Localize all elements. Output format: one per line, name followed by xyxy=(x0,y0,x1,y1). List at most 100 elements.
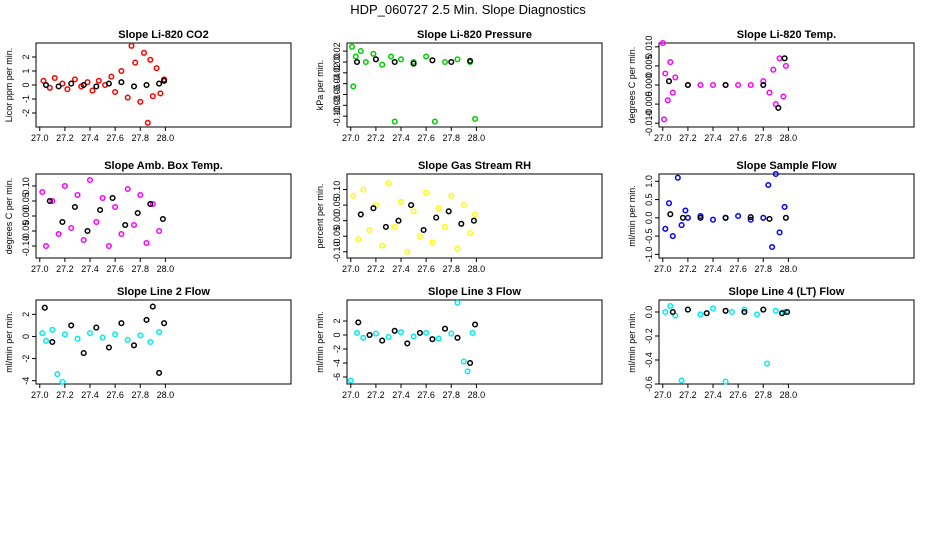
y-tick-label: 0.00 xyxy=(332,212,342,230)
data-point xyxy=(667,59,674,66)
x-tick-label: 27.2 xyxy=(679,390,697,400)
data-point xyxy=(366,226,373,234)
data-point xyxy=(112,203,119,211)
y-tick-label: 0 xyxy=(21,334,31,339)
y-tick-label: 0.10 xyxy=(21,177,31,195)
x-tick-label: 27.6 xyxy=(729,264,747,274)
data-point xyxy=(441,58,449,66)
data-point xyxy=(61,331,68,338)
data-point xyxy=(760,214,767,221)
y-tick-label: -2 xyxy=(21,109,31,117)
x-tick-label: 27.8 xyxy=(754,390,772,400)
panel-title: Slope Li-820 CO2 xyxy=(118,29,208,41)
data-point xyxy=(662,308,669,316)
data-point xyxy=(467,230,474,237)
data-point xyxy=(441,223,449,230)
data-point xyxy=(143,239,150,247)
data-point xyxy=(423,189,430,196)
x-tick-label: 27.2 xyxy=(367,390,385,400)
data-point xyxy=(59,218,66,226)
y-axis-label: ml/min per min. xyxy=(315,311,325,373)
data-point xyxy=(68,322,75,329)
series-2 xyxy=(665,55,788,111)
data-point xyxy=(137,191,144,199)
data-point xyxy=(391,327,398,334)
data-point xyxy=(71,76,78,83)
data-point xyxy=(458,220,465,227)
data-point xyxy=(370,50,377,57)
x-tick-label: 27.2 xyxy=(56,390,74,400)
data-point xyxy=(669,308,676,316)
data-point xyxy=(665,78,673,85)
data-point xyxy=(124,94,131,101)
x-tick-label: 28.0 xyxy=(780,133,798,143)
data-point xyxy=(470,217,477,224)
panel-title: Slope Gas Stream RH xyxy=(418,160,531,172)
data-point xyxy=(769,243,776,251)
data-point xyxy=(722,214,729,221)
panel-3: Slope Li-820 Temp. 27.0 27.2 27.4 27.6 27.8 28… xyxy=(627,29,915,143)
x-tick-label: 27.8 xyxy=(754,264,772,274)
data-point xyxy=(41,304,48,311)
x-tick-label: 27.0 xyxy=(654,264,672,274)
data-point xyxy=(370,205,377,212)
y-tick-label: 0.000 xyxy=(644,74,654,97)
series-2 xyxy=(46,194,166,235)
data-point xyxy=(46,197,53,205)
data-point xyxy=(130,342,138,349)
data-point xyxy=(664,97,671,104)
data-point xyxy=(105,80,112,87)
x-tick-label: 27.4 xyxy=(704,133,722,143)
data-point xyxy=(86,176,94,184)
data-point xyxy=(143,81,150,89)
plot-frame xyxy=(346,299,603,385)
data-point xyxy=(674,174,681,181)
data-point xyxy=(132,59,139,66)
data-point xyxy=(753,311,761,318)
y-tick-label: -6 xyxy=(332,373,342,381)
series-2 xyxy=(353,56,474,67)
data-point xyxy=(149,303,156,310)
y-tick-label: 0.0 xyxy=(644,212,654,225)
y-tick-label: 0.5 xyxy=(644,193,654,206)
plot-frame xyxy=(35,173,292,259)
panel-8: Slope Line 3 Flow 27.0 27.2 27.4 27.6 27.8 28.… xyxy=(315,286,603,400)
series-1 xyxy=(662,302,788,385)
data-point xyxy=(105,242,112,250)
series-1 xyxy=(39,176,163,250)
data-point xyxy=(781,55,788,62)
data-point xyxy=(74,191,81,199)
panel-title: Slope Line 4 (LT) Flow xyxy=(729,286,845,298)
y-tick-label: 0 xyxy=(332,332,342,337)
y-tick-label: -0.10 xyxy=(21,236,31,257)
data-point xyxy=(86,330,94,337)
panels-group: Slope Li-820 CO2 27.0 27.2 27.4 27.6 27.8 28.0… xyxy=(4,29,915,400)
data-point xyxy=(355,319,362,326)
y-tick-label: 0.05 xyxy=(21,192,31,210)
data-point xyxy=(112,88,119,96)
y-axis-label: degrees C per min. xyxy=(627,47,637,124)
data-point xyxy=(770,66,777,73)
data-point xyxy=(467,359,474,367)
data-point xyxy=(662,225,669,232)
x-tick-label: 27.2 xyxy=(367,133,385,143)
x-tick-label: 27.2 xyxy=(367,264,385,274)
data-point xyxy=(372,330,379,337)
data-point xyxy=(68,80,75,87)
y-axis-label: Licor ppm per min. xyxy=(4,48,14,123)
data-point xyxy=(353,58,361,66)
data-point xyxy=(678,377,685,384)
data-point xyxy=(159,215,166,223)
y-tick-label: 0.010 xyxy=(644,36,654,59)
data-point xyxy=(134,209,141,217)
data-point xyxy=(385,180,392,187)
panel-2: Slope Li-820 Pressure 27.0 27.2 27.4 27.6 27.… xyxy=(315,29,603,143)
data-point xyxy=(348,43,356,50)
data-point xyxy=(760,81,767,89)
data-point xyxy=(391,58,398,66)
data-point xyxy=(467,57,474,64)
series-2 xyxy=(42,77,168,90)
data-point xyxy=(454,299,461,306)
data-point xyxy=(118,320,125,327)
